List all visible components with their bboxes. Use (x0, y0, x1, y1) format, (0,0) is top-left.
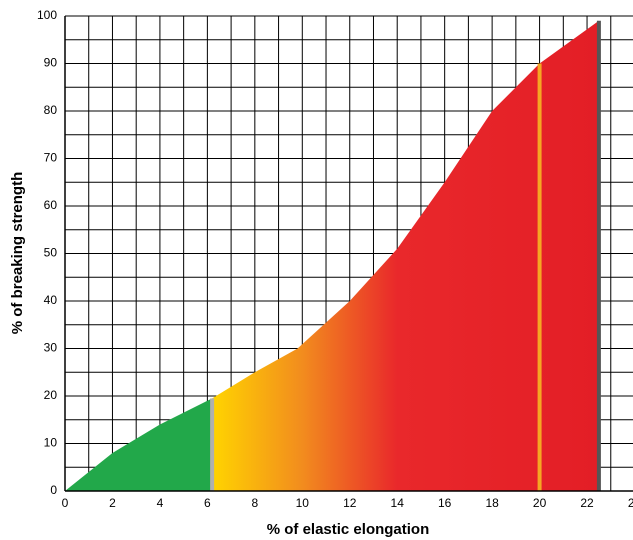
y-tick-label: 60 (44, 198, 58, 212)
y-tick-label: 50 (44, 246, 58, 260)
y-tick-label: 100 (37, 8, 57, 22)
area (65, 20, 599, 491)
y-tick-label: 20 (44, 388, 58, 402)
x-tick-label: 0 (62, 496, 69, 510)
x-tick-label: 24 (628, 496, 633, 510)
x-tick-label: 8 (251, 496, 258, 510)
x-axis-title: % of elastic elongation (267, 521, 430, 538)
x-tick-label: 6 (204, 496, 211, 510)
y-tick-label: 80 (44, 103, 58, 117)
y-tick-label: 40 (44, 293, 58, 307)
y-tick-label: 0 (50, 483, 57, 497)
x-tick-label: 20 (533, 496, 547, 510)
x-tick-label: 4 (157, 496, 164, 510)
y-tick-label: 30 (44, 341, 58, 355)
x-tick-label: 18 (485, 496, 499, 510)
y-tick-label: 10 (44, 436, 58, 450)
x-tick-label: 10 (296, 496, 310, 510)
y-axis-title: % of breaking strength (9, 172, 26, 335)
x-tick-label: 16 (438, 496, 452, 510)
y-tick-label: 70 (44, 151, 58, 165)
x-tick-label: 22 (580, 496, 594, 510)
x-tick-label: 2 (109, 496, 116, 510)
x-tick-label: 12 (343, 496, 357, 510)
x-tick-label: 14 (391, 496, 405, 510)
y-tick-label: 90 (44, 56, 58, 70)
